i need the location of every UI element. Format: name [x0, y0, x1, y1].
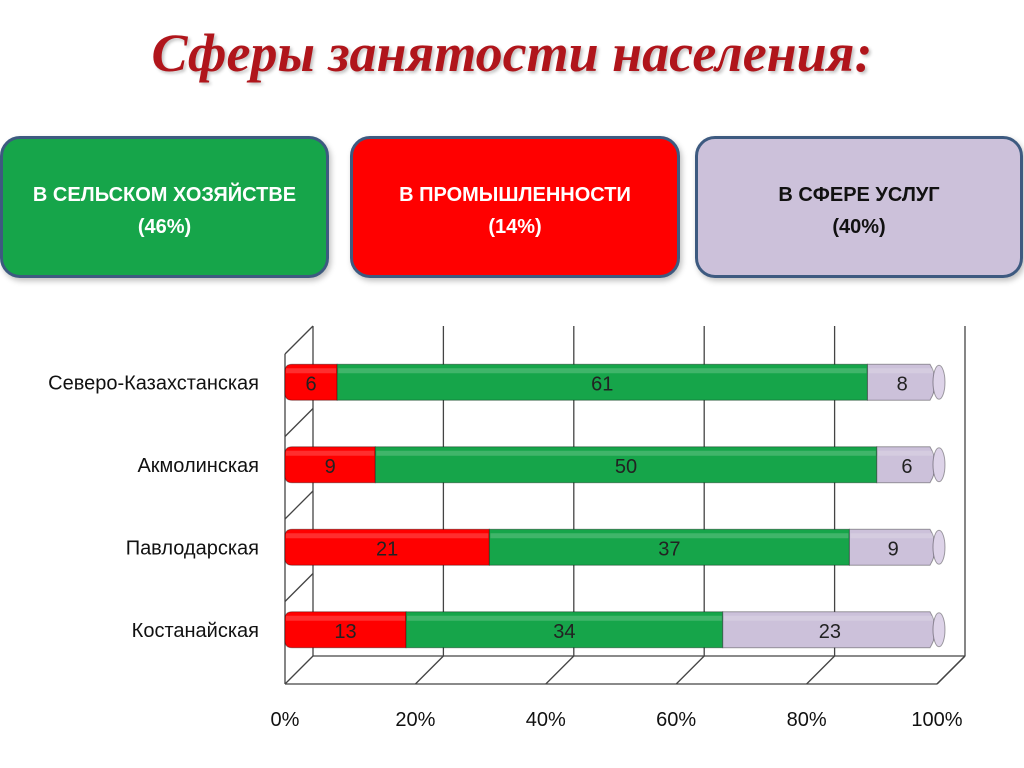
category-label: Северо-Казахстанская [48, 372, 259, 394]
bar-value-label: 34 [553, 621, 575, 643]
industry-card-label: В ПРОМЫШЛЕННОСТИ [399, 184, 631, 206]
x-tick-label: 0% [271, 709, 300, 731]
category-label: Костанайская [132, 620, 259, 642]
bar-value-label: 6 [901, 456, 912, 478]
agriculture-card-value: (46%) [137, 216, 192, 238]
services-card-label: В СФЕРЕ УСЛУГ [778, 184, 940, 206]
services-card: В СФЕРЕ УСЛУГ (40%) [695, 136, 1023, 278]
bar-highlight [286, 368, 337, 374]
bar-highlight [407, 615, 722, 621]
bar-value-label: 9 [325, 456, 336, 478]
floor-gridline [806, 655, 836, 685]
x-tick-label: 60% [656, 709, 696, 731]
bar-value-label: 37 [658, 538, 680, 560]
axis-line [284, 325, 314, 355]
bar-highlight [338, 368, 867, 374]
bar-value-label: 6 [306, 373, 317, 395]
x-tick-label: 40% [526, 709, 566, 731]
bar-highlight [723, 615, 936, 621]
bar-value-label: 9 [888, 538, 899, 560]
industry-card: В ПРОМЫШЛЕННОСТИ (14%) [350, 136, 680, 278]
bar-value-label: 13 [334, 621, 356, 643]
x-tick-label: 100% [911, 709, 962, 731]
bar-segment [284, 446, 376, 484]
bar-value-label: 8 [897, 373, 908, 395]
bar-value-label: 21 [376, 538, 398, 560]
x-tick-label: 20% [395, 709, 435, 731]
bar-highlight [286, 533, 489, 539]
bar-highlight [286, 450, 375, 456]
category-label: Павлодарская [126, 537, 259, 559]
bar-highlight [850, 533, 936, 539]
category-separator [284, 573, 314, 602]
bar-segment [284, 611, 407, 649]
bar-segment [336, 363, 868, 401]
bar-highlight [286, 615, 406, 621]
agriculture-card: В СЕЛЬСКОМ ХОЗЯЙСТВЕ (46%) [0, 136, 329, 278]
industry-card-value: (14%) [488, 216, 542, 238]
floor-gridline [284, 655, 314, 685]
page-title: Сферы занятости населения: [151, 23, 873, 83]
floor-gridline [545, 655, 575, 685]
floor-gridline [675, 655, 705, 685]
bar-end-cap [932, 529, 946, 565]
bar-end-cap [932, 612, 946, 648]
bar-end-cap [932, 447, 946, 483]
employment-bar-chart: 0% 20% 40% 60% 80% 100% Северо-Казахстанская 6 6… [48, 325, 966, 731]
services-card-value: (40%) [832, 216, 886, 238]
bar-segment [405, 611, 724, 649]
category-label: Акмолинская [137, 455, 259, 477]
bar-value-label: 61 [591, 373, 613, 395]
bar-segment [374, 446, 878, 484]
bar-end-cap [932, 364, 946, 400]
bar-highlight [490, 533, 849, 539]
floor-gridline [936, 655, 966, 685]
bar-value-label: 50 [615, 456, 637, 478]
category-separator [284, 490, 314, 520]
x-tick-label: 80% [787, 709, 827, 731]
bar-highlight [376, 450, 876, 456]
bar-segment [284, 528, 490, 566]
bar-value-label: 23 [819, 621, 841, 643]
floor-gridline [414, 655, 444, 685]
agriculture-card-label: В СЕЛЬСКОМ ХОЗЯЙСТВЕ [32, 184, 297, 206]
category-separator [284, 408, 314, 437]
bar-segment [284, 363, 338, 401]
bar-highlight [877, 450, 936, 456]
bar-highlight [868, 368, 936, 374]
